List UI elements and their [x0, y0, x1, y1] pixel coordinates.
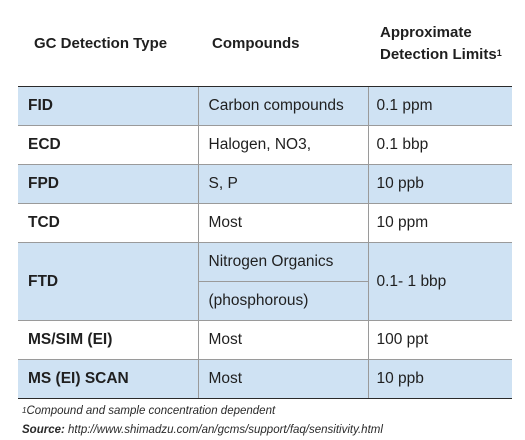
table-row-fpd: FPD S, P 10 ppb	[18, 164, 512, 204]
table-row-ms-scan: MS (EI) SCAN Most 10 ppb	[18, 359, 512, 399]
compounds-cell: Carbon compounds	[198, 86, 369, 126]
detection-type-cell: ECD	[18, 125, 199, 165]
compounds-cell: Most	[198, 203, 369, 243]
detection-type-cell: MS (EI) SCAN	[18, 359, 199, 399]
source-line: Source: http://www.shimadzu.com/an/gcms/…	[22, 421, 512, 440]
footnote-text: Compound and sample concentration depend…	[26, 405, 276, 417]
footnote-marker: 1	[496, 48, 502, 58]
detection-type-cell: FPD	[18, 164, 199, 204]
header-detection-type: GC Detection Type	[18, 0, 198, 87]
limit-cell: 0.1 bbp	[368, 125, 512, 165]
header-detection-limits-text: Approximate Detection Limits	[380, 24, 497, 63]
compounds-cell: Halogen, NO3,	[198, 125, 369, 165]
source-url: http://www.shimadzu.com/an/gcms/support/…	[68, 424, 383, 436]
limit-cell: 100 ppt	[368, 320, 512, 360]
limit-cell: 10 ppm	[368, 203, 512, 243]
source-label: Source:	[22, 424, 65, 436]
table-header-row: GC Detection Type Compounds Approximate …	[18, 0, 512, 87]
detection-type-cell: MS/SIM (EI)	[18, 320, 199, 360]
footnote-marker: 1	[22, 406, 27, 415]
limit-cell: 10 ppb	[368, 164, 512, 204]
limit-cell: 10 ppb	[368, 359, 512, 399]
table-notes: 1Compound and sample concentration depen…	[18, 402, 512, 440]
limit-cell: 0.1 ppm	[368, 86, 512, 126]
detection-type-cell: FTD	[18, 242, 199, 321]
table-row-fid: FID Carbon compounds 0.1 ppm	[18, 86, 512, 126]
header-detection-limits: Approximate Detection Limits1	[368, 0, 512, 87]
limit-cell: 0.1- 1 bbp	[368, 242, 512, 321]
table-row-ms-sim: MS/SIM (EI) Most 100 ppt	[18, 320, 512, 360]
footnote: 1Compound and sample concentration depen…	[22, 402, 512, 421]
table-row-ecd: ECD Halogen, NO3, 0.1 bbp	[18, 125, 512, 165]
compounds-cell: S, P	[198, 164, 369, 204]
detection-type-cell: TCD	[18, 203, 199, 243]
gc-detection-table: GC Detection Type Compounds Approximate …	[18, 0, 512, 399]
table-row-ftd-a: FTD Nitrogen Organics 0.1- 1 bbp	[18, 242, 512, 321]
detection-limits-figure: GC Detection Type Compounds Approximate …	[18, 0, 512, 440]
header-compounds: Compounds	[198, 0, 368, 87]
table-row-tcd: TCD Most 10 ppm	[18, 203, 512, 243]
detection-type-cell: FID	[18, 86, 199, 126]
compounds-cell: Nitrogen Organics	[198, 242, 369, 282]
compounds-cell: Most	[198, 320, 369, 360]
table-row-ftd-b: (phosphorous)	[18, 281, 512, 321]
compounds-cell: Most	[198, 359, 369, 399]
compounds-cell: (phosphorous)	[198, 281, 369, 321]
